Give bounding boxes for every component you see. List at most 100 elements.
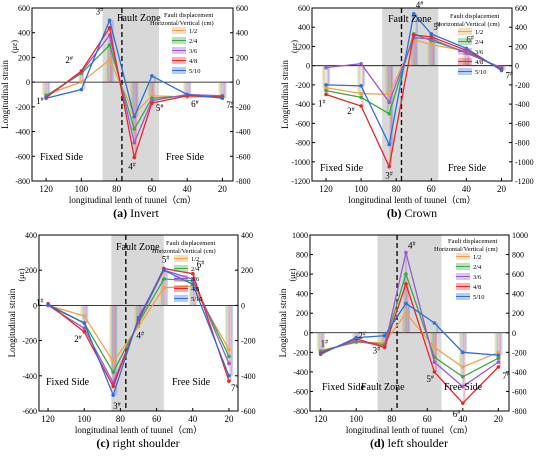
- point-label: 6#: [191, 99, 199, 109]
- data-point: [404, 272, 408, 276]
- point-label: 7#: [505, 70, 513, 80]
- y-axis-label: Longitudinal strain: [280, 60, 290, 129]
- right-y-tick-label: -400: [515, 100, 530, 109]
- data-point: [354, 335, 358, 340]
- data-point: [150, 93, 154, 98]
- point-label: 4#: [408, 241, 416, 251]
- fixed-side-label: Fixed Side: [40, 152, 84, 163]
- y-tick-label: -600: [293, 387, 308, 396]
- legend-entry: 3/6: [191, 276, 200, 283]
- right-y-tick-label: 400: [241, 231, 253, 240]
- right-y-tick-label: 200: [236, 53, 248, 62]
- data-point: [107, 25, 112, 30]
- point-label: 3#: [385, 171, 393, 181]
- y-tick-label: -400: [15, 128, 30, 137]
- right-y-tick-label: 800: [512, 251, 524, 260]
- data-point: [324, 88, 328, 93]
- free-side-label: Free Side: [172, 377, 211, 388]
- legend-entry: 2/4: [191, 266, 200, 273]
- y-tick-label: 400: [25, 231, 37, 240]
- data-point: [136, 315, 141, 320]
- legend-title: Fault displacement: [450, 13, 499, 20]
- data-point: [227, 354, 231, 359]
- legend-entry: 5/10: [475, 69, 487, 76]
- data-point: [132, 114, 137, 119]
- legend-title: Fault displacement: [448, 238, 497, 245]
- data-point: [82, 321, 87, 325]
- data-point: [461, 401, 465, 405]
- y-tick-label: -800: [293, 407, 308, 416]
- y-tick-label: 400: [18, 29, 30, 38]
- x-tick-label: 120: [314, 414, 328, 424]
- point-label: 2#: [65, 55, 73, 65]
- right-y-tick-label: 600: [512, 270, 524, 279]
- x-axis-label: longitudinal lenth of tuunel（cm）: [348, 195, 475, 205]
- right-y-tick-label: 600: [515, 4, 527, 13]
- y-tick-label: 600: [298, 4, 310, 13]
- data-point: [432, 321, 437, 325]
- point-label: 4#: [137, 331, 145, 341]
- y-axis-unit: (με): [17, 268, 26, 281]
- legend-subtitle: Horizontal/Vertical (cm): [150, 20, 214, 27]
- data-point: [387, 100, 391, 104]
- point-label: 6#: [197, 260, 205, 270]
- data-point: [111, 393, 115, 397]
- data-point: [382, 333, 387, 338]
- data-point: [464, 46, 469, 51]
- right-y-tick-label: -200: [515, 81, 530, 90]
- fault-zone-label: Fault Zone: [117, 13, 161, 24]
- data-point: [461, 365, 465, 369]
- data-point: [496, 350, 501, 355]
- data-point: [411, 33, 416, 37]
- point-label: 1#: [36, 96, 44, 106]
- data-point: [107, 18, 112, 23]
- y-tick-label: -600: [22, 407, 37, 416]
- plot-frame: [38, 234, 239, 412]
- data-point: [387, 142, 391, 147]
- x-tick-label: 100: [75, 184, 89, 194]
- data-point: [227, 379, 231, 383]
- legend-entry: 1/2: [189, 28, 197, 35]
- data-point: [132, 155, 137, 160]
- point-label: 1#: [321, 338, 329, 348]
- fault-zone-label: Fault Zone: [388, 14, 432, 25]
- data-point: [46, 302, 50, 307]
- legend-entry: 2/4: [473, 264, 482, 271]
- right-y-tick-label: 1000: [512, 231, 528, 240]
- y-tick-label: -800: [15, 177, 30, 186]
- data-point: [496, 360, 501, 364]
- data-point: [150, 101, 154, 105]
- data-point: [461, 384, 465, 389]
- y-tick-label: -1000: [291, 158, 310, 167]
- y-tick-label: 200: [298, 42, 310, 51]
- right-y-tick-label: -400: [512, 368, 527, 377]
- data-point: [132, 140, 137, 145]
- data-point: [324, 92, 328, 97]
- x-tick-label: 40: [183, 184, 193, 194]
- y-tick-label: 800: [296, 251, 308, 260]
- y-tick-label: -200: [293, 348, 308, 357]
- right-y-tick-label: -600: [515, 119, 530, 128]
- data-point: [324, 65, 328, 70]
- x-axis-label: longitudinal lenth of tuunel（cm）: [69, 195, 196, 205]
- data-point: [227, 347, 231, 352]
- data-point: [359, 95, 363, 100]
- x-tick-label: 120: [39, 184, 53, 194]
- plot-frame: [309, 234, 510, 412]
- right-y-tick-label: 200: [241, 266, 253, 275]
- free-side-label: Free Side: [166, 152, 205, 163]
- legend-subtitle: Horizontal/Vertical (cm): [434, 246, 498, 253]
- x-tick-label: 60: [147, 184, 157, 194]
- data-point: [79, 87, 84, 92]
- x-tick-label: 40: [458, 414, 468, 424]
- data-point: [82, 330, 87, 334]
- free-side-label: Free Side: [444, 382, 483, 393]
- y-tick-label: 1000: [292, 231, 308, 240]
- legend-entry: 2/4: [189, 38, 198, 45]
- y-tick-label: 200: [296, 309, 308, 318]
- plot-frame: [311, 7, 513, 182]
- data-point: [432, 360, 437, 364]
- panel-caption: (b) Crown: [387, 206, 437, 220]
- point-label: 1#: [318, 99, 326, 109]
